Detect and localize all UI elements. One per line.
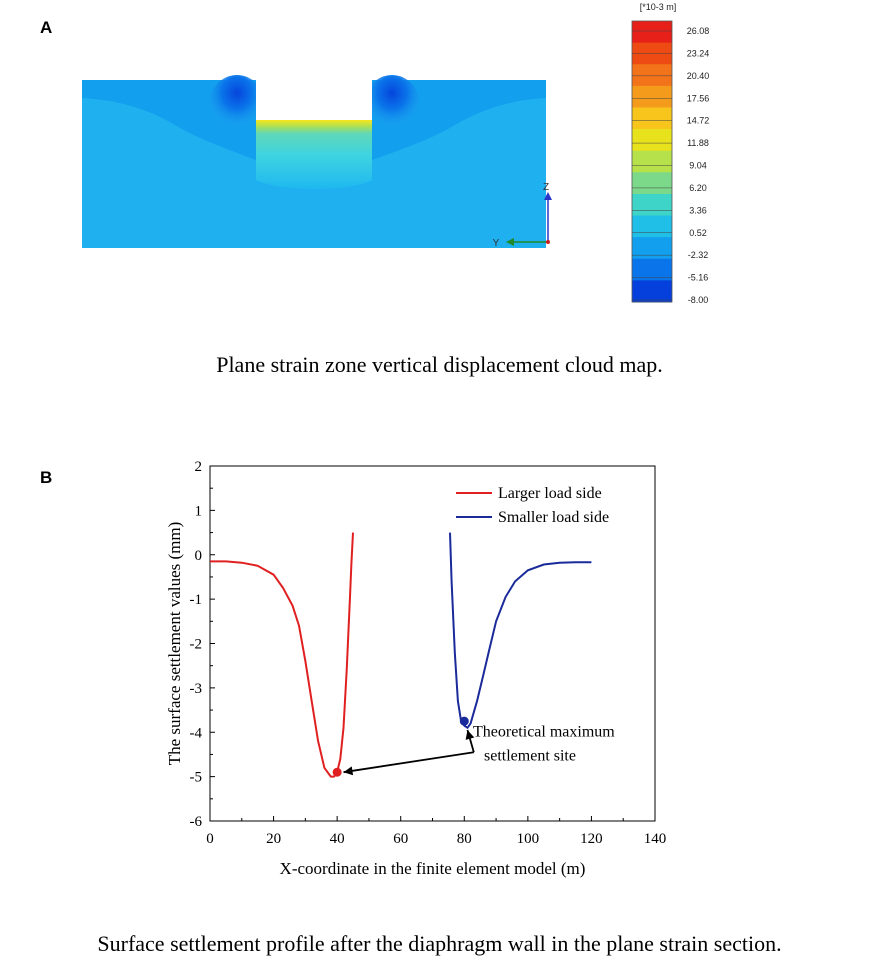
legend-tick-label: 0.52 (689, 228, 707, 238)
color-legend (631, 20, 673, 303)
x-tick-label: 80 (457, 831, 472, 847)
y-tick-label: -1 (190, 592, 203, 608)
legend-band (632, 42, 672, 65)
legend-label: Smaller load side (498, 509, 609, 526)
legend-tick-label: 6.20 (689, 183, 707, 193)
left-max-settlement-zone (209, 75, 265, 135)
max-settlement-point (332, 767, 342, 777)
y-tick-label: -4 (190, 725, 203, 741)
x-axis-label: X-coordinate in the finite element model… (280, 859, 586, 878)
x-tick-label: 60 (393, 831, 408, 847)
x-tick-label: 100 (517, 831, 540, 847)
y-axis-label: Y (493, 238, 500, 249)
legend-band (632, 64, 672, 87)
max-settlement-point (459, 716, 469, 726)
annotation-text: Theoretical maximum (473, 724, 615, 741)
y-tick-label: 1 (195, 503, 203, 519)
y-tick-label: -5 (190, 770, 203, 786)
legend-band (632, 129, 672, 152)
annotation-arrowhead-right (465, 730, 475, 740)
legend-tick-label: 20.40 (687, 71, 710, 81)
panel-b-letter: B (40, 468, 53, 487)
panel-b-caption: Surface settlement profile after the dia… (97, 931, 782, 956)
legend-unit: [*10-3 m] (640, 2, 677, 12)
y-axis-arrowhead (506, 238, 514, 246)
displacement-contour-map: Z Y [*10-3 m] 26.08 23.24 20.40 17.56 14.72 1… (82, 2, 709, 305)
y-tick-label: 2 (195, 459, 203, 475)
y-tick-label: 0 (195, 548, 203, 564)
legend-tick-label: 9.04 (689, 161, 707, 171)
legend-band (632, 107, 672, 130)
excavation-void (256, 80, 372, 120)
settlement-chart: 0 20 40 60 80 100 120 140 -6 -5 -4 -3 -2 -1 0 1 2 X-coord… (165, 459, 667, 878)
legend-tick-label: 3.36 (689, 205, 707, 215)
y-tick-label: -6 (190, 814, 203, 830)
x-tick-label: 120 (580, 831, 603, 847)
legend-band (632, 21, 672, 44)
panel-a-letter: A (40, 18, 53, 37)
annotation-text: settlement site (484, 748, 576, 765)
legend-tick-label: 26.08 (687, 26, 710, 36)
legend-label: Larger load side (498, 485, 602, 502)
legend-band (632, 150, 672, 173)
y-tick-label: -2 (190, 637, 203, 653)
legend-tick-label: -8.00 (688, 295, 709, 305)
z-axis-arrowhead (544, 192, 552, 200)
legend-band (632, 280, 672, 303)
series-line-smaller-load-side (449, 532, 592, 730)
legend-band (632, 237, 672, 260)
panel-a-caption: Plane strain zone vertical displacement … (216, 352, 663, 377)
x-tick-label: 20 (266, 831, 281, 847)
legend-band (632, 215, 672, 238)
x-tick-label: 0 (206, 831, 214, 847)
legend-band (632, 258, 672, 281)
legend-tick-labels: 26.08 23.24 20.40 17.56 14.72 11.88 9.04 6.20 3.… (632, 26, 709, 305)
pit-heave-zone (256, 120, 372, 189)
legend-tick-label: -5.16 (688, 273, 709, 283)
legend-band (632, 85, 672, 108)
right-max-settlement-zone (364, 75, 420, 135)
y-tick-label: -3 (190, 681, 203, 697)
y-axis-label: The surface settlement values (mm) (165, 522, 184, 766)
legend-tick-label: 14.72 (687, 116, 710, 126)
annotation-arrowhead-left (343, 766, 354, 776)
legend-tick-label: 23.24 (687, 48, 710, 58)
legend-tick-label: 11.88 (687, 138, 709, 148)
legend-tick-label: 17.56 (687, 93, 710, 103)
z-axis-label: Z (543, 182, 549, 193)
legend-band (632, 193, 672, 217)
axis-origin (546, 240, 550, 244)
annotation-arrow-left (343, 751, 474, 774)
series-line-larger-load-side (210, 532, 354, 778)
legend-frame (631, 20, 673, 303)
x-tick-label: 140 (644, 831, 667, 847)
x-tick-label: 40 (330, 831, 345, 847)
legend-band (632, 172, 672, 195)
legend-tick-label: -2.32 (688, 250, 709, 260)
